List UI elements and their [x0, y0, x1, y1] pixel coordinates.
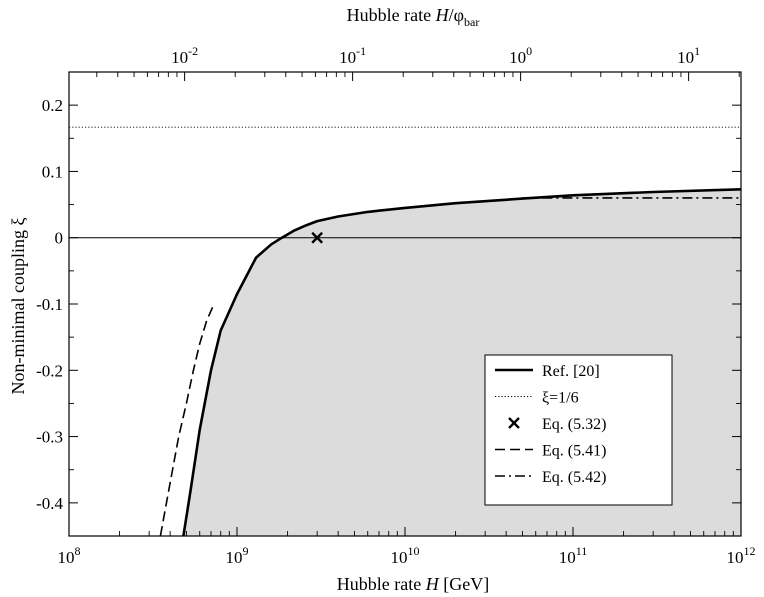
legend-entry-2: Eq. (5.32) — [508, 416, 606, 433]
legend-label-1: ξ=1/6 — [542, 390, 579, 407]
top-axis-title: Hubble rate H/φbar — [347, 5, 480, 29]
top-axis-title-var: H — [435, 5, 450, 25]
y-tick-label-5: 0.1 — [42, 162, 63, 181]
y-tick-label-3: -0.1 — [36, 295, 63, 314]
x-axis-title: Hubble rate H [GeV] — [337, 574, 489, 594]
top-axis-title-slash: /φ — [449, 5, 464, 25]
legend-symbol-2 — [508, 417, 520, 429]
series-2-point-0 — [311, 231, 324, 244]
y-tick-label-2: -0.2 — [36, 361, 63, 380]
legend-box — [484, 354, 673, 506]
top-axis-title-sub: bar — [464, 15, 479, 29]
x-axis-title-var: H — [425, 574, 440, 594]
top-axis-title-prefix: Hubble rate — [347, 5, 436, 25]
legend-entry-3: Eq. (5.41) — [495, 443, 606, 460]
y-tick-label-4: 0 — [55, 229, 64, 248]
y-axis-title: Non-minimal coupling ξ — [8, 217, 28, 394]
legend-entry-1: ξ=1/6 — [495, 390, 579, 407]
x2-tick-label-3: 101 — [677, 44, 700, 67]
y-tick-label-1: -0.3 — [36, 428, 63, 447]
legend-entry-0: Ref. [20] — [495, 363, 600, 380]
x2-tick-label-2: 100 — [509, 44, 532, 67]
axis-ticks-layer: 108 109 1010 1011 1012 10-2 10-1 100 101 -0.4 -0.3… — [36, 44, 755, 567]
series-lines-layer — [69, 126, 742, 537]
legend-entry-4: Eq. (5.42) — [495, 469, 606, 486]
y-tick-label-6: 0.2 — [42, 96, 63, 115]
legend: Ref. [20] ξ=1/6 Eq. (5.32) Eq. (5.41) Eq. (5… — [484, 354, 673, 506]
legend-label-3: Eq. (5.41) — [542, 443, 606, 460]
legend-label-2: Eq. (5.32) — [542, 416, 606, 433]
x-axis-title-suffix: [GeV] — [439, 574, 489, 594]
series-line-0 — [182, 188, 742, 537]
y-tick-label-0: -0.4 — [36, 494, 63, 513]
x-tick-label-3: 1011 — [559, 544, 588, 567]
x-axis-title-prefix: Hubble rate — [337, 574, 426, 594]
x2-tick-label-1: 10-1 — [339, 44, 366, 67]
x-tick-label-4: 1012 — [727, 544, 756, 567]
x2-tick-label-0: 10-2 — [171, 44, 198, 67]
x-tick-label-0: 108 — [58, 544, 81, 567]
legend-label-4: Eq. (5.42) — [542, 469, 606, 486]
series-line-3 — [159, 303, 215, 537]
legend-entries: Ref. [20] ξ=1/6 Eq. (5.32) Eq. (5.41) Eq. (5… — [495, 363, 606, 486]
x-tick-label-1: 109 — [226, 544, 249, 567]
legend-label-0: Ref. [20] — [542, 363, 600, 380]
x-tick-label-2: 1010 — [391, 544, 420, 567]
